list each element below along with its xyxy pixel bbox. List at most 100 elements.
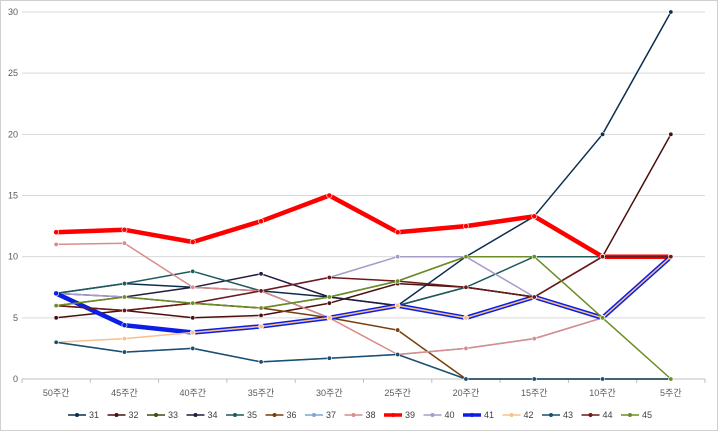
legend-item-43: 43 (542, 410, 573, 420)
series-44 (53, 254, 674, 313)
data-point-41 (53, 290, 60, 297)
y-tick-label: 0 (13, 374, 18, 384)
data-point-39 (394, 229, 401, 236)
data-point-32 (326, 300, 332, 306)
data-point-35 (190, 268, 196, 274)
data-point-43 (395, 352, 401, 358)
data-point-44 (668, 254, 674, 260)
legend-marker-31 (75, 413, 79, 417)
series-31 (53, 9, 674, 309)
data-point-42 (395, 303, 401, 309)
legend-marker-38 (351, 413, 356, 417)
data-point-45 (531, 254, 537, 260)
data-point-32 (53, 315, 59, 321)
data-point-45 (668, 376, 674, 382)
data-point-38 (463, 345, 469, 351)
data-point-43 (326, 355, 332, 361)
data-point-31 (668, 9, 674, 15)
data-point-39 (463, 223, 469, 229)
data-point-43 (600, 376, 606, 382)
data-point-42 (326, 315, 332, 321)
data-point-42 (121, 336, 127, 342)
data-point-39 (258, 218, 264, 225)
data-point-35 (121, 281, 127, 287)
legend-item-33: 33 (147, 410, 178, 420)
legend-marker-32 (114, 413, 119, 417)
legend-item-42: 42 (502, 410, 534, 420)
data-point-45 (326, 294, 332, 300)
legend-marker-44 (588, 413, 593, 417)
legend-item-45: 45 (621, 410, 652, 420)
legend-label-39: 39 (405, 410, 415, 420)
legend-item-44: 44 (581, 410, 613, 420)
gridlines (22, 11, 705, 319)
data-point-32 (190, 315, 196, 321)
data-point-41 (121, 322, 128, 329)
legend-label-44: 44 (603, 410, 613, 420)
data-point-43 (121, 349, 127, 355)
legend-label-42: 42 (524, 410, 534, 420)
legend-marker-34 (193, 413, 198, 417)
legend-item-38: 38 (344, 410, 376, 420)
data-point-39 (121, 226, 128, 233)
x-tick-label: 15주간 (521, 388, 548, 398)
axes: 0 5 10 15 20 25 30 50주간 45주간 40주간 35주간 30주간 25주간 20주간… (8, 7, 706, 398)
legend-marker-36 (272, 413, 277, 417)
data-point-44 (600, 254, 606, 260)
series-line-39 (53, 193, 674, 259)
data-point-44 (326, 274, 332, 280)
data-point-38 (531, 336, 537, 342)
series-lines (53, 9, 674, 382)
legend-item-35: 35 (226, 410, 257, 420)
x-tick-label: 35주간 (248, 388, 275, 398)
legend-label-34: 34 (208, 410, 218, 420)
data-point-42 (463, 315, 469, 321)
data-point-42 (258, 323, 264, 329)
legend-marker-45 (628, 413, 632, 417)
data-point-32 (668, 131, 674, 137)
x-tick-label: 30주간 (316, 388, 343, 398)
data-point-39 (189, 239, 196, 245)
y-tick-label: 30 (8, 7, 18, 17)
legend-item-39: 39 (384, 410, 415, 420)
data-point-31 (600, 131, 606, 137)
legend-label-37: 37 (326, 410, 336, 420)
x-tick-label: 25주간 (384, 388, 411, 398)
series-line-45 (55, 255, 672, 380)
legend-label-32: 32 (129, 410, 139, 420)
legend-marker-40 (430, 413, 435, 417)
series-line-44 (55, 255, 672, 312)
y-tick-label: 5 (13, 313, 18, 323)
series-39 (53, 192, 674, 260)
legend-item-40: 40 (423, 410, 455, 420)
data-point-34 (258, 271, 264, 277)
legend-label-36: 36 (287, 410, 297, 420)
data-point-43 (190, 345, 196, 351)
data-point-38 (190, 284, 196, 290)
legend-marker-35 (233, 413, 237, 417)
series-45 (53, 254, 674, 382)
y-tick-label: 10 (8, 252, 18, 262)
data-point-44 (121, 307, 127, 313)
x-tick-label: 10주간 (589, 388, 616, 398)
x-tick-label: 20주간 (453, 388, 480, 398)
x-tick-label: 45주간 (111, 388, 138, 398)
series-line-31 (55, 11, 672, 307)
legend: 31 32 33 34 35 36 37 38 39 40 41 42 43 44 45 (68, 410, 652, 420)
legend-label-40: 40 (445, 410, 455, 420)
data-point-44 (531, 294, 537, 300)
legend-marker-37 (312, 413, 316, 417)
y-tick-label: 15 (8, 191, 18, 201)
series-line-36 (55, 302, 672, 380)
data-point-43 (463, 376, 469, 382)
data-point-38 (53, 241, 59, 247)
legend-marker-41 (470, 413, 474, 417)
data-point-32 (258, 312, 264, 318)
data-point-43 (258, 359, 264, 365)
y-tick-label: 20 (8, 129, 18, 139)
legend-label-43: 43 (563, 410, 573, 420)
data-point-45 (121, 294, 127, 300)
legend-label-31: 31 (89, 410, 99, 420)
legend-label-38: 38 (366, 410, 376, 420)
